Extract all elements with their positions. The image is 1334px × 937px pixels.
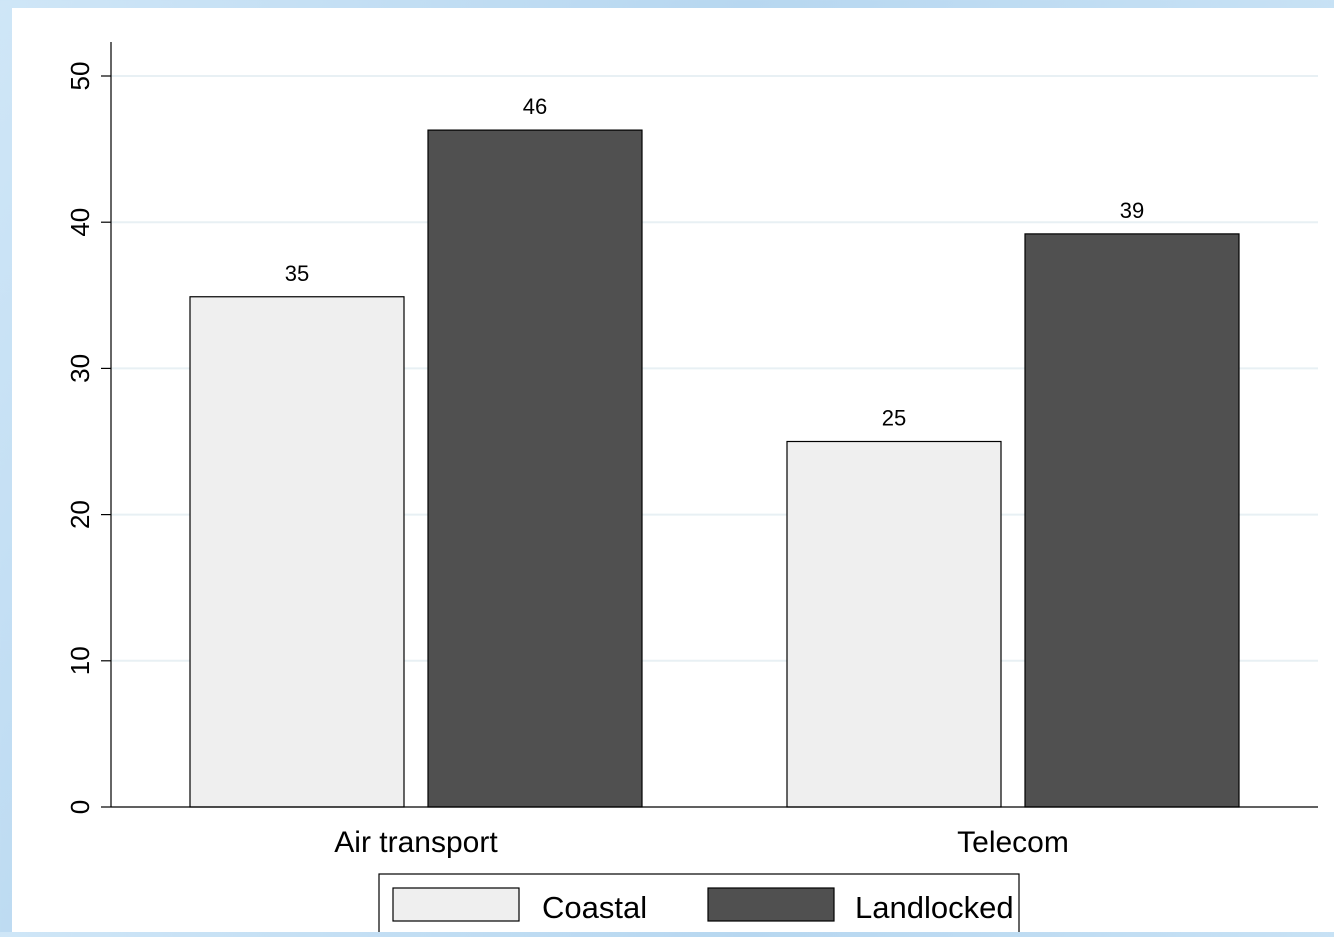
y-tick-label: 10 [65,646,95,675]
bar-landlocked-air-transport [427,129,643,808]
legend-swatch-coastal [392,887,520,922]
y-tick-labels: 0 10 20 30 40 50 [65,62,95,815]
axes [101,42,1318,808]
y-tick-label: 40 [65,208,95,237]
bar-coastal-air-transport [189,296,405,808]
y-tick-label: 0 [65,800,95,814]
x-tick-labels: Air transport Telecom [334,826,1069,859]
bar-value-label: 39 [1120,198,1144,223]
bar-value-label: 35 [285,261,309,286]
legend-label-coastal: Coastal [542,890,647,925]
legend: Coastal Landlocked [378,873,1020,937]
y-tick-label: 50 [65,62,95,91]
y-tick-label: 20 [65,500,95,529]
bars [189,129,1240,808]
y-tick-label: 30 [65,354,95,383]
bar-coastal-telecom [786,440,1002,808]
bar-value-label: 25 [882,406,906,431]
bar-value-label: 46 [523,94,547,119]
bar-chart: 35 46 25 39 0 10 20 30 40 50 Air transport Teleco… [65,42,1318,937]
legend-swatch-landlocked [707,887,835,922]
x-tick-label: Air transport [334,826,498,859]
chart-container: 35 46 25 39 0 10 20 30 40 50 Air transport Teleco… [12,8,1334,937]
legend-label-landlocked: Landlocked [855,890,1014,925]
x-tick-label: Telecom [957,826,1069,859]
bar-landlocked-telecom [1024,233,1240,808]
value-labels: 35 46 25 39 [285,94,1144,430]
